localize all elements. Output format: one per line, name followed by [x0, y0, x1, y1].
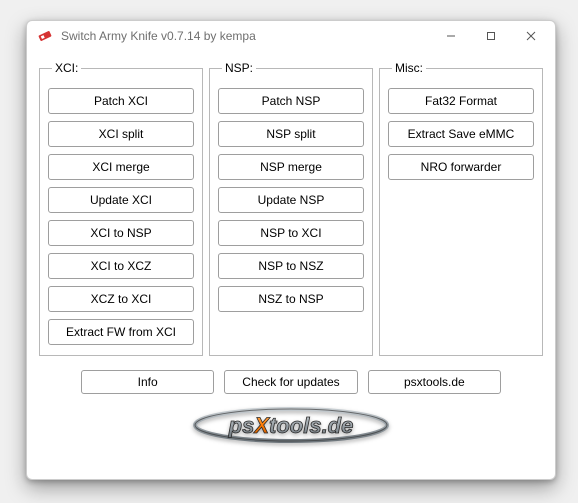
app-icon [37, 28, 53, 44]
xci-split-button[interactable]: XCI split [48, 121, 194, 147]
nsp-to-xci-button[interactable]: NSP to XCI [218, 220, 364, 246]
info-button[interactable]: Info [81, 370, 214, 394]
xci-merge-button[interactable]: XCI merge [48, 154, 194, 180]
close-button[interactable] [511, 22, 551, 50]
bottom-buttons: Info Check for updates psxtools.de [39, 370, 543, 394]
columns: XCI: Patch XCI XCI split XCI merge Updat… [39, 55, 543, 356]
svg-text:psXtools.de: psXtools.de [228, 413, 354, 438]
nsp-merge-button[interactable]: NSP merge [218, 154, 364, 180]
psxtools-button[interactable]: psxtools.de [368, 370, 501, 394]
nsz-to-nsp-button[interactable]: NSZ to NSP [218, 286, 364, 312]
minimize-button[interactable] [431, 22, 471, 50]
check-updates-button[interactable]: Check for updates [224, 370, 357, 394]
xci-legend: XCI: [52, 61, 81, 75]
fat32-format-button[interactable]: Fat32 Format [388, 88, 534, 114]
xci-to-xcz-button[interactable]: XCI to XCZ [48, 253, 194, 279]
extract-save-emmc-button[interactable]: Extract Save eMMC [388, 121, 534, 147]
xci-to-nsp-button[interactable]: XCI to NSP [48, 220, 194, 246]
xcz-to-xci-button[interactable]: XCZ to XCI [48, 286, 194, 312]
extract-fw-button[interactable]: Extract FW from XCI [48, 319, 194, 345]
window-title: Switch Army Knife v0.7.14 by kempa [61, 29, 431, 43]
nro-forwarder-button[interactable]: NRO forwarder [388, 154, 534, 180]
misc-group: Misc: Fat32 Format Extract Save eMMC NRO… [379, 61, 543, 356]
nsp-group: NSP: Patch NSP NSP split NSP merge Updat… [209, 61, 373, 356]
logo: psXtools.de [39, 400, 543, 450]
titlebar: Switch Army Knife v0.7.14 by kempa [27, 21, 555, 51]
nsp-split-button[interactable]: NSP split [218, 121, 364, 147]
update-nsp-button[interactable]: Update NSP [218, 187, 364, 213]
misc-legend: Misc: [392, 61, 426, 75]
xci-group: XCI: Patch XCI XCI split XCI merge Updat… [39, 61, 203, 356]
nsp-to-nsz-button[interactable]: NSP to NSZ [218, 253, 364, 279]
patch-nsp-button[interactable]: Patch NSP [218, 88, 364, 114]
patch-xci-button[interactable]: Patch XCI [48, 88, 194, 114]
update-xci-button[interactable]: Update XCI [48, 187, 194, 213]
nsp-legend: NSP: [222, 61, 256, 75]
maximize-button[interactable] [471, 22, 511, 50]
content-area: XCI: Patch XCI XCI split XCI merge Updat… [27, 51, 555, 479]
app-window: Switch Army Knife v0.7.14 by kempa XCI: … [26, 20, 556, 480]
window-controls [431, 22, 551, 50]
